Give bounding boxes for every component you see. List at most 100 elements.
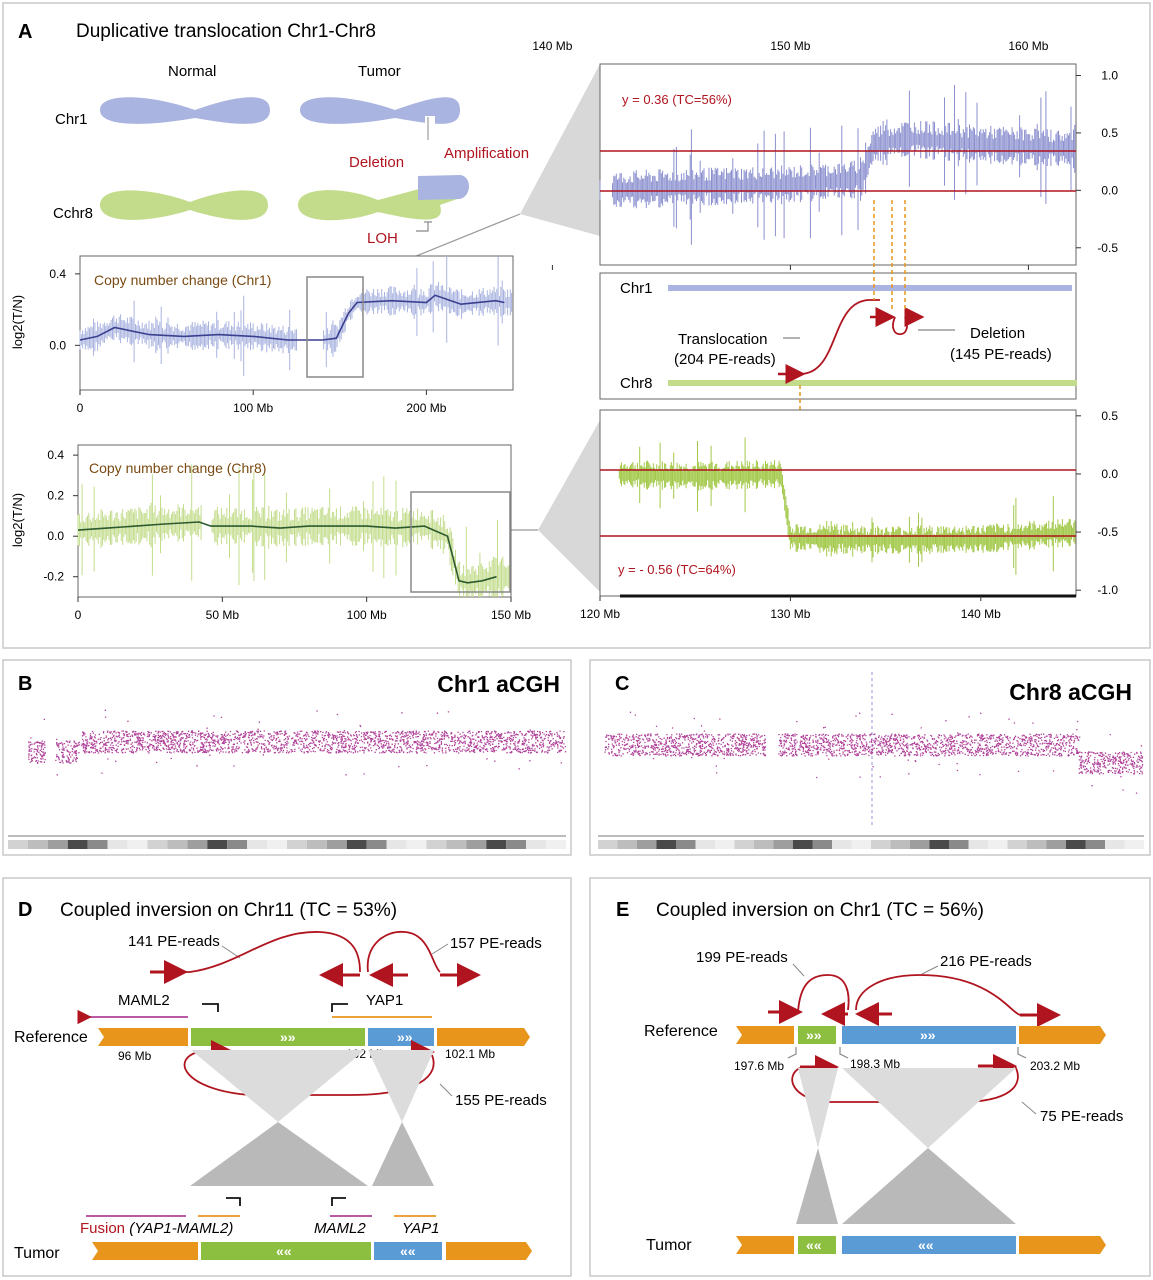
panel-d-reads-b: 157 PE-reads — [450, 935, 542, 952]
ideogram-band — [207, 840, 228, 849]
panel-d-promoter-2 — [331, 1003, 348, 1012]
ideogram-band — [446, 840, 467, 849]
panel-d-gene-2: YAP1 — [366, 992, 403, 1009]
y-tick-label: 0.5 — [1101, 409, 1118, 423]
panel-e-pos-2: 198.3 Mb — [850, 1057, 900, 1071]
x-tick-label: 150 Mb — [770, 39, 810, 53]
panel-e-tick-3 — [1017, 1047, 1027, 1059]
ideogram-band — [147, 840, 168, 849]
schematic-frame — [599, 272, 1077, 400]
panel-d-fusion-label: Fusion (YAP1-MAML2) — [80, 1220, 233, 1237]
panel-d-pos-1: 96 Mb — [118, 1049, 152, 1063]
ideogram-band — [306, 840, 327, 849]
panel-e-leader-a — [792, 963, 805, 977]
ideogram-band — [406, 840, 427, 849]
panel-e-wedge-1b — [796, 1148, 838, 1224]
panel-e-reference-bar: »» »» — [736, 1026, 1106, 1044]
panel-d-frame — [2, 877, 572, 1277]
ideogram-band — [67, 840, 88, 849]
panel-d-tumor-promoter-1 — [226, 1197, 241, 1206]
acgh-points — [604, 711, 1144, 794]
acgh-chr8-ideogram — [598, 835, 1144, 849]
panel-e-tick-2 — [839, 1047, 849, 1059]
panel-d-arc-b — [366, 931, 441, 973]
acgh-chr8-scatter — [604, 711, 1144, 794]
ideogram-band — [326, 840, 347, 849]
ideogram-band — [386, 840, 407, 849]
chr1-zoom-box — [306, 276, 364, 378]
x-tick-label: 0 — [75, 608, 82, 622]
chr1-label: Chr1 — [55, 111, 88, 128]
panel-d-pos-3: 102.1 Mb — [445, 1047, 495, 1061]
loh-label: LOH — [367, 230, 398, 247]
ideogram-band — [486, 840, 507, 849]
ideogram-band — [968, 840, 988, 849]
zoom2-y-annotation: y = - 0.56 (TC=64%) — [618, 562, 736, 577]
ideogram-band — [1027, 840, 1047, 849]
panel-d-arc-a — [150, 931, 361, 973]
chart-chr1-zoom: y = 0.36 (TC=56%) 140 Mb 150 Mb 160 Mb 1.0 0… — [532, 39, 1118, 270]
panel-e-reads-b: 216 PE-reads — [940, 953, 1032, 970]
normal-label: Normal — [168, 63, 216, 80]
panel-e-reads-a: 199 PE-reads — [696, 949, 788, 966]
panel-b-frame — [2, 659, 572, 856]
chr8-segment-line — [77, 521, 497, 584]
ideogram-band — [187, 840, 208, 849]
track-chr8-label: Chr8 — [620, 375, 653, 392]
svg-text:««: «« — [918, 1237, 934, 1253]
panel-d-tumor-gene-1: MAML2 — [314, 1220, 366, 1237]
ideogram-band — [227, 840, 248, 849]
translocation-arc — [778, 299, 880, 375]
y-tick-label: -0.5 — [1097, 241, 1118, 255]
ideogram-band — [167, 840, 188, 849]
ideogram-band — [890, 840, 910, 849]
svg-text:»»: »» — [280, 1029, 296, 1045]
x-tick-label: 120 Mb — [580, 607, 620, 621]
x-tick-label: 100 Mb — [233, 401, 273, 415]
panel-d-title: Coupled inversion on Chr11 (TC = 53%) — [60, 900, 397, 921]
x-tick-label: 140 Mb — [961, 607, 1001, 621]
x-tick-label: 130 Mb — [770, 607, 810, 621]
panel-e-title: Coupled inversion on Chr1 (TC = 56%) — [656, 900, 984, 921]
x-tick-label: 140 Mb — [532, 39, 572, 53]
ideogram-band — [910, 840, 930, 849]
ideogram-band — [1085, 840, 1105, 849]
ideogram-band — [637, 840, 657, 849]
ideogram-band — [87, 840, 108, 849]
svg-text:»»: »» — [920, 1027, 936, 1043]
svg-text:»»: »» — [397, 1029, 413, 1045]
x-tick-label: 0 — [77, 401, 84, 415]
translocation-schematic: Chr1 Chr8 Translocation (204 PE-reads) D… — [599, 200, 1077, 470]
y-tick-label: 0.4 — [47, 448, 64, 462]
panel-e-letter: E — [616, 899, 629, 921]
y-tick-label: 0.0 — [49, 338, 66, 352]
y-tick-label: 0.4 — [49, 267, 66, 281]
ideogram-band — [793, 840, 813, 849]
ideogram-band — [426, 840, 447, 849]
panel-c-letter: C — [615, 673, 629, 695]
ideogram-band — [546, 840, 566, 849]
chr1-segment-line — [79, 294, 505, 341]
ideogram-band — [1007, 840, 1027, 849]
panel-b-title: Chr1 aCGH — [437, 671, 560, 697]
chr1-chart-title: Copy number change (Chr1) — [94, 272, 271, 288]
panel-e-tick-1 — [787, 1047, 797, 1059]
track-chr1-label: Chr1 — [620, 280, 653, 297]
panel-d-wedge-2b — [372, 1122, 434, 1186]
deletion-event-label: Deletion — [970, 325, 1025, 342]
panel-d-reads-c: 155 PE-reads — [455, 1092, 547, 1109]
panel-d-reference-label: Reference — [14, 1029, 88, 1046]
translocation-label: Translocation — [678, 331, 768, 348]
translocation-reads: (204 PE-reads) — [674, 351, 776, 368]
svg-text:»»: »» — [806, 1027, 822, 1043]
chart-chr8-zoom: y = - 0.56 (TC=64%) 120 Mb 130 Mb 140 Mb 0.… — [580, 409, 1118, 621]
y-tick-label: -0.5 — [1097, 525, 1118, 539]
panel-d-gene-1: MAML2 — [118, 992, 170, 1009]
chr8-ticks: 0 50 Mb 100 Mb 150 Mb 0.4 0.2 0.0 -0.2 — [43, 448, 531, 622]
svg-text:««: «« — [806, 1237, 822, 1253]
panel-e-leader-c — [1021, 1101, 1037, 1115]
y-tick-label: 0.2 — [47, 489, 64, 503]
ideogram-band — [754, 840, 774, 849]
ideogram-band — [949, 840, 969, 849]
deletion-label: Deletion — [349, 154, 404, 171]
